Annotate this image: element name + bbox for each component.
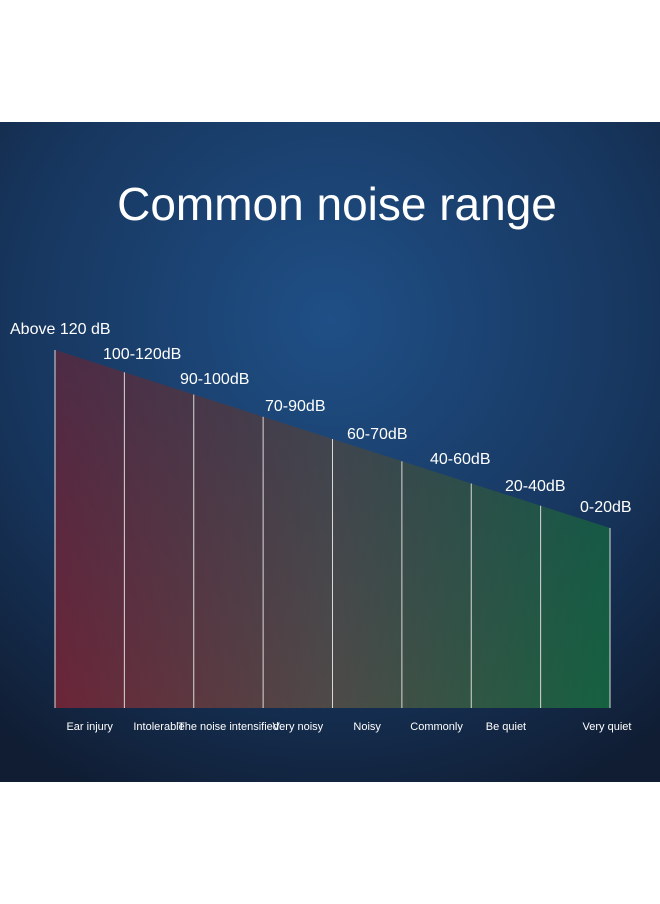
segment-label: Very noisy [272, 721, 323, 733]
segments: Above 120 dB Ear injury 100-120dB Intolerab… [10, 321, 632, 733]
range-label: 40-60dB [430, 451, 491, 468]
segment-label: Noisy [353, 721, 381, 733]
segment-label: Intolerable [133, 721, 184, 733]
segment-label: Be quiet [486, 721, 526, 733]
segment-label: The noise intensified [178, 721, 279, 733]
range-label: 20-40dB [505, 478, 566, 495]
range-label: 100-120dB [103, 346, 181, 363]
segment-label: Ear injury [66, 721, 113, 733]
range-label: 70-90dB [265, 398, 326, 415]
segment-label: Very quiet [583, 721, 632, 733]
range-label: 0-20dB [580, 499, 632, 516]
range-label: 60-70dB [347, 426, 408, 443]
range-label: 90-100dB [180, 371, 249, 388]
range-label: Above 120 dB [10, 321, 111, 338]
segment-label: Commonly [410, 721, 463, 733]
title: Common noise range [117, 178, 557, 230]
